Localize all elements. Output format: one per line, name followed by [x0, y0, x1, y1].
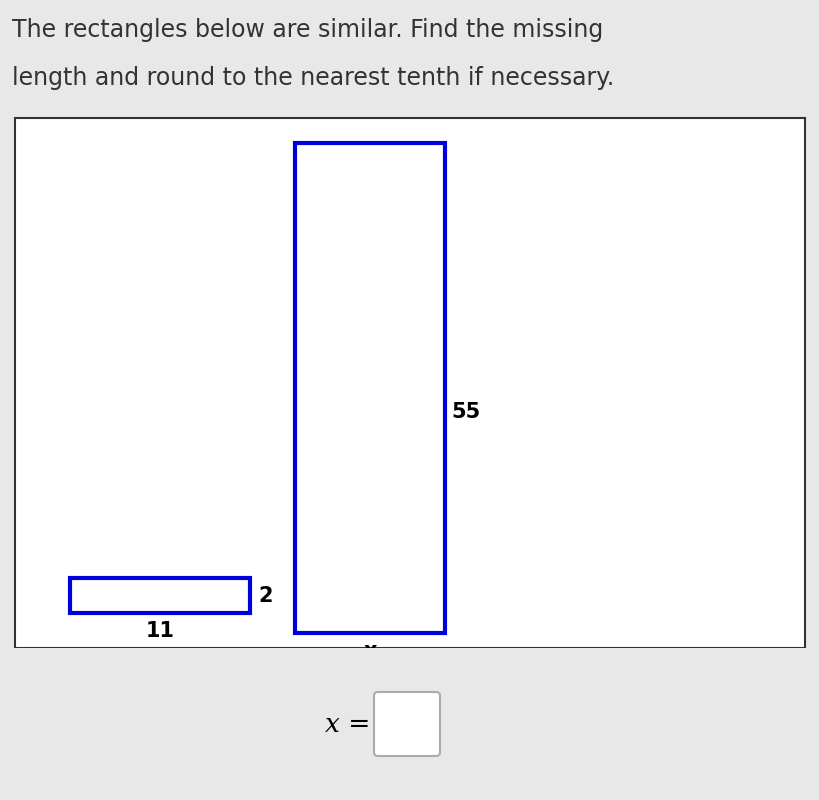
Text: The rectangles below are similar. Find the missing: The rectangles below are similar. Find t…	[12, 18, 603, 42]
Text: 11: 11	[145, 621, 174, 641]
Text: length and round to the nearest tenth if necessary.: length and round to the nearest tenth if…	[12, 66, 613, 90]
Text: x =: x =	[324, 711, 369, 737]
FancyBboxPatch shape	[373, 692, 440, 756]
Bar	[70, 578, 250, 613]
Text: x: x	[363, 641, 376, 661]
Text: 55: 55	[450, 402, 480, 422]
Bar	[295, 143, 445, 633]
Text: 2: 2	[258, 586, 272, 606]
